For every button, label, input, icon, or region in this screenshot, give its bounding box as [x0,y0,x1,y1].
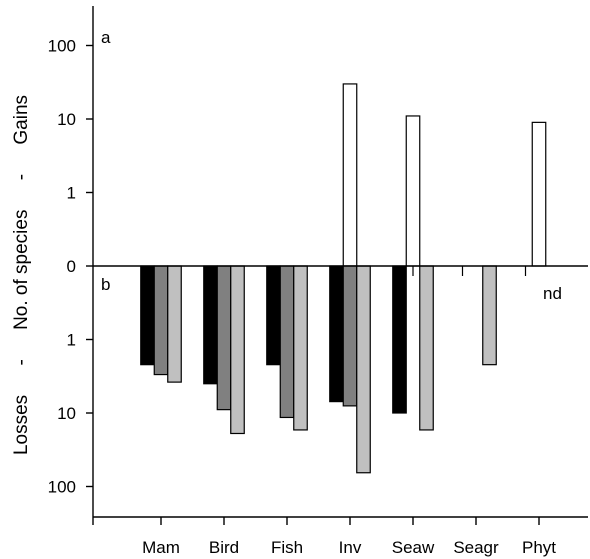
loss-bar [482,265,497,366]
y-tick-label: 0 [67,257,76,276]
bars-layer [140,83,547,474]
x-tick-label: Phyt [522,538,556,557]
gain-bar [342,83,358,267]
gain-bar [405,115,421,267]
x-tick-label: Fish [271,538,303,557]
loss-bar [216,265,232,411]
loss-bar [279,265,295,419]
axes-layer [92,6,588,518]
loss-bar [203,265,218,385]
y-tick-label: 10 [57,404,76,423]
y-axis-title-middle: No. of species [11,210,32,330]
loss-bar [329,265,344,403]
y-tick-label: 100 [48,37,76,56]
y-tick-label: 1 [67,331,76,350]
x-ticks-layer: Mam Bird Fish Inv Seaw Seagr Phyt [92,517,556,557]
x-tick-label: Seagr [453,538,499,557]
loss-bar [356,265,371,474]
y-axis-title-dash-2: - [11,174,32,180]
loss-bar [140,265,155,366]
x-tick-label: Bird [209,538,239,557]
loss-bar [392,265,407,414]
loss-bar [342,265,358,407]
panel-label-a: a [101,28,111,47]
y-tick-label: 10 [57,110,76,129]
y-tick-label: 100 [48,478,76,497]
y-tick-label: 1 [67,184,76,203]
y-axis-title-dash-1: - [11,359,32,365]
annotation-nd: nd [543,284,562,303]
loss-bar [153,265,169,376]
loss-bar [167,265,182,383]
y-axis-title-losses: Losses [11,395,32,455]
loss-bar [293,265,308,431]
loss-bar [266,265,281,366]
y-axis-title-gains: Gains [11,95,32,145]
panel-label-b: b [101,275,110,294]
loss-bar [230,265,245,435]
x-tick-label: Seaw [392,538,435,557]
gain-bar [531,121,547,267]
x-tick-label: Inv [339,538,362,557]
loss-bar [419,265,434,431]
x-tick-label: Mam [142,538,180,557]
y-axis-title: Losses - No. of species - Gains [11,95,32,455]
